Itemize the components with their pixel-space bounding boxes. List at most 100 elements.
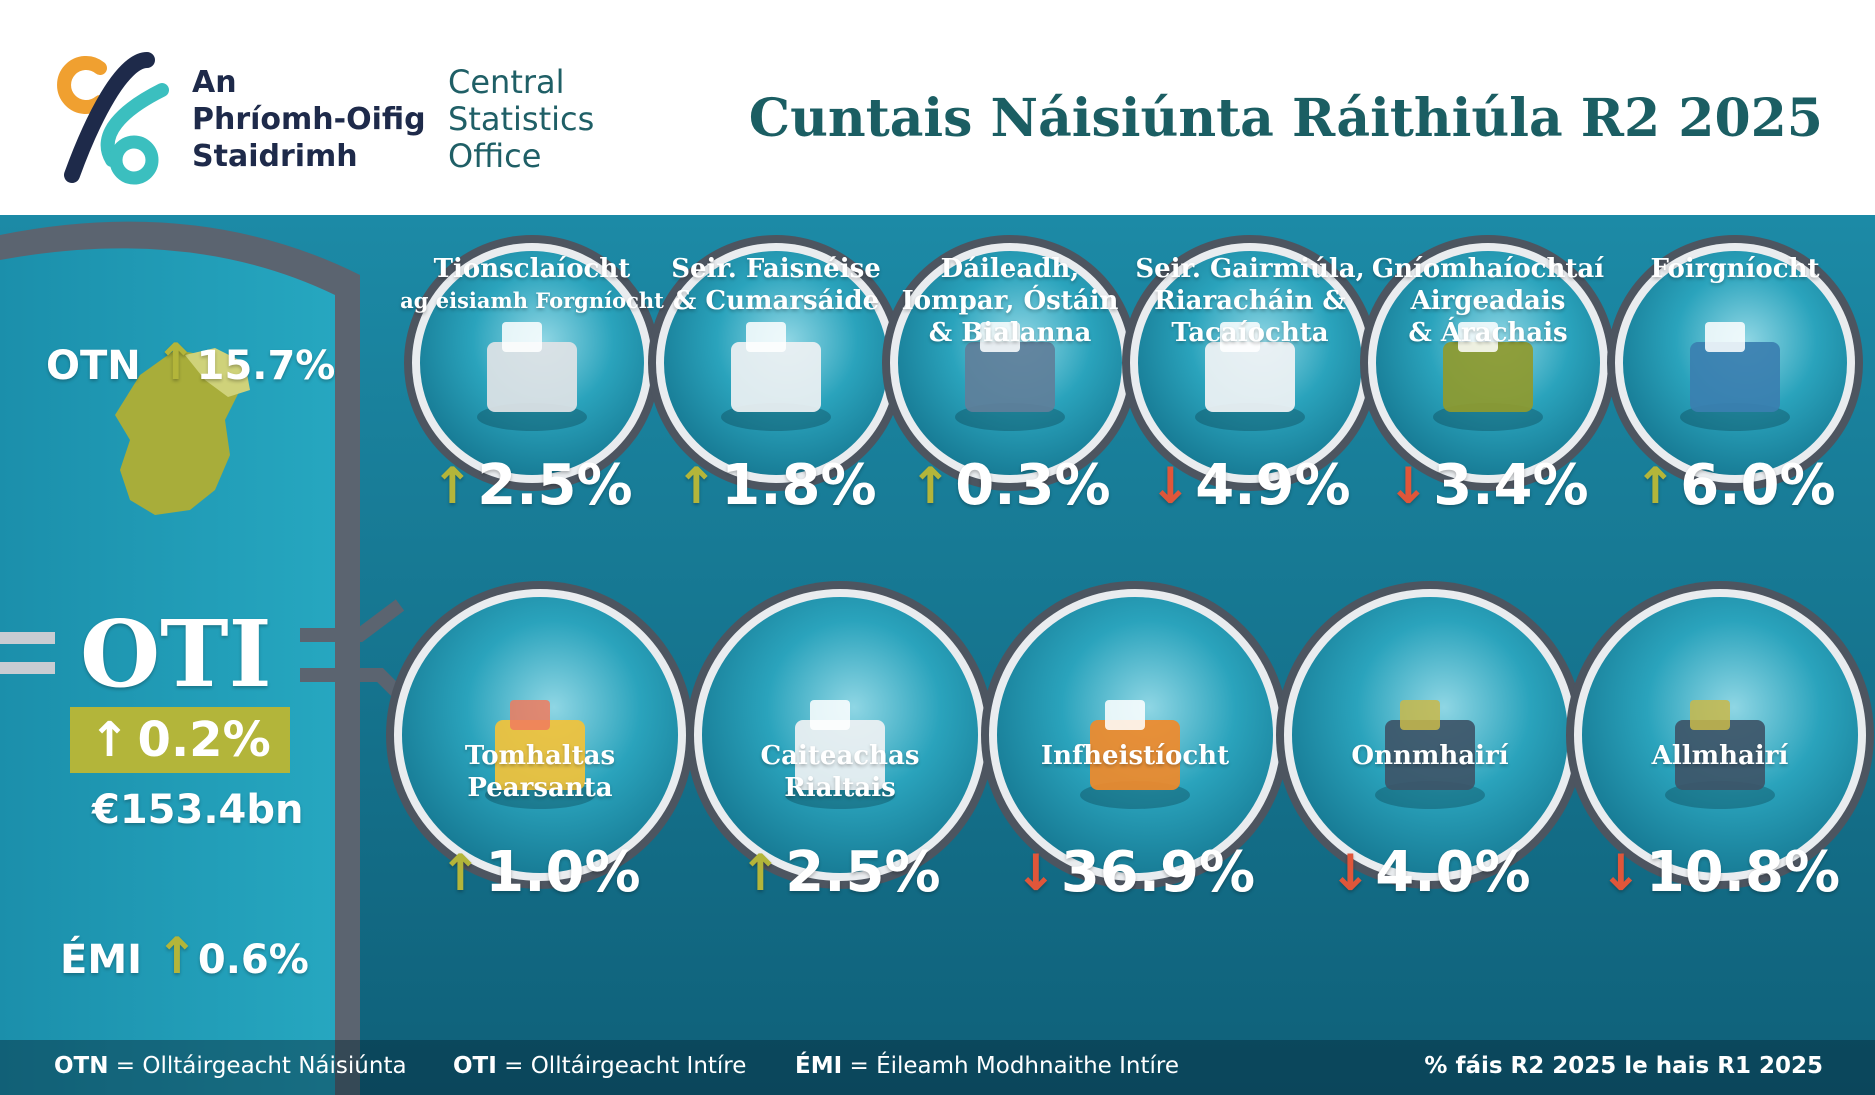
legend-emi-def: = Éileamh Modhnaithe Intíre	[842, 1053, 1179, 1079]
growth-percent: 4.9%	[1195, 453, 1351, 518]
arrow-down-icon: ↓	[1387, 456, 1430, 515]
org-name-english-line: Central	[448, 63, 565, 101]
sector-title: Dáileadh, Iompar, Óstáin & Bialanna	[902, 253, 1119, 349]
growth-percent: 4.0%	[1375, 840, 1531, 905]
footer-legend: OTN = Olltáirgeacht Náisiúnta OTI = Ollt…	[0, 1045, 1875, 1095]
cso-logo-icon	[57, 52, 169, 185]
legend-otn-def: = Olltáirgeacht Náisiúnta	[108, 1053, 407, 1079]
org-name-irish-line: Staidrimh	[192, 139, 358, 174]
sector-title-line: Gníomhaíochtaí	[1371, 254, 1605, 284]
legend-otn: OTN = Olltáirgeacht Náisiúnta	[54, 1053, 407, 1079]
construction-worker-icon	[1680, 322, 1790, 431]
sector-subtitle-line: Pearsanta	[467, 773, 613, 803]
arrow-down-icon: ↓	[1329, 843, 1372, 902]
background-graphics	[0, 215, 1875, 1095]
sector-title-line: Infheistíocht	[1040, 741, 1230, 771]
oti-label: OTI	[80, 600, 272, 708]
growth-value: ↑ 6.0%	[1634, 453, 1835, 518]
emi-headline: ÉMI ↑0.6%	[60, 927, 309, 985]
delivery-truck-icon	[955, 322, 1065, 431]
org-name-irish-line: Phríomh-Oifig	[192, 102, 426, 137]
laptop-icon	[1195, 322, 1305, 431]
sector-title: Onnmhairí	[1351, 740, 1508, 772]
emi-value: 0.6%	[197, 937, 309, 983]
infographic-band: OTN ↑15.7% OTI ↑ 0.2% €153.4bn ÉMI ↑0.6%…	[0, 215, 1875, 1095]
header: An Phríomh-Oifig Staidrimh Central Stati…	[0, 0, 1875, 215]
sector-subtitle-line: Rialtais	[784, 773, 896, 803]
growth-percent: 2.5%	[785, 840, 941, 905]
org-name-irish-line: An	[192, 65, 237, 100]
otn-headline: OTN ↑15.7%	[46, 333, 335, 391]
sector-subtitle-line: & Cumarsáide	[672, 286, 880, 316]
sector-subtitle-line: Iompar, Óstáin	[901, 286, 1119, 316]
sector-title-line: Foirgníocht	[1650, 254, 1820, 284]
growth-value: ↓ 36.9%	[1015, 840, 1255, 905]
growth-percent: 1.8%	[721, 453, 877, 518]
otn-value: 15.7%	[196, 343, 336, 389]
org-name-irish: An Phríomh-Oifig Staidrimh	[192, 64, 426, 175]
sector-title: Seir. Gairmiúla, Riaracháin & Tacaíochta	[1135, 253, 1364, 349]
container-ship-icon	[1665, 700, 1775, 809]
growth-percent: 3.4%	[1433, 453, 1589, 518]
sector-title-line: Onnmhairí	[1351, 741, 1509, 771]
sector-title: Allmhairí	[1652, 740, 1789, 772]
arrow-up-icon: ↑	[439, 843, 482, 902]
sector-title-line: Tionsclaíocht	[433, 254, 631, 284]
sector-title-line: Seir. Gairmiúla,	[1135, 254, 1365, 284]
org-name-english: Central Statistics Office	[448, 64, 594, 175]
arrow-up-icon: ↑	[909, 456, 952, 515]
growth-note: % fáis R2 2025 le hais R1 2025	[1424, 1053, 1823, 1079]
growth-percent: 2.5%	[477, 453, 633, 518]
growth-value: ↑ 1.8%	[675, 453, 876, 518]
sector-subtitle-line: & Árachais	[1408, 318, 1568, 348]
oti-amount: €153.4bn	[92, 787, 304, 833]
shopping-bags-icon	[485, 700, 595, 809]
umbrella-icon	[1433, 322, 1543, 431]
office-worker-icon	[721, 322, 831, 431]
cargo-ship-icon	[1375, 700, 1485, 809]
arrow-up-icon: ↑	[154, 333, 197, 391]
legend-otn-abbr: OTN	[54, 1053, 109, 1079]
sector-title: Caiteachas Rialtais	[760, 740, 919, 804]
legend-oti: OTI = Olltáirgeacht Intíre	[453, 1053, 746, 1079]
arrow-up-icon: ↑	[739, 843, 782, 902]
legend-emi-abbr: ÉMI	[795, 1053, 843, 1079]
emi-label: ÉMI	[60, 937, 143, 983]
sector-subtitle-line: Tacaíochta	[1171, 318, 1329, 348]
oti-growth-badge: ↑ 0.2%	[70, 707, 290, 773]
oti-value: 0.2%	[137, 712, 271, 768]
sector-title: Tomhaltas Pearsanta	[465, 740, 615, 804]
growth-value: ↑ 2.5%	[739, 840, 940, 905]
growth-percent: 1.0%	[485, 840, 641, 905]
growth-percent: 0.3%	[955, 453, 1111, 518]
arrow-down-icon: ↓	[1599, 843, 1642, 902]
arrow-up-icon: ↑	[155, 927, 198, 985]
otn-label: OTN	[46, 343, 141, 389]
government-building-icon	[785, 700, 895, 809]
sector-title-line: Allmhairí	[1651, 741, 1789, 771]
growth-value: ↑ 1.0%	[439, 840, 640, 905]
growth-value: ↑ 0.3%	[909, 453, 1110, 518]
sector-subtitle-line: & Bialanna	[928, 318, 1092, 348]
arrow-up-icon: ↑	[431, 456, 474, 515]
sector-subtitle-line: ag eisiamh Forgníocht	[400, 288, 664, 313]
arrow-up-icon: ↑	[675, 456, 718, 515]
legend-oti-abbr: OTI	[453, 1053, 497, 1079]
sector-title: Infheistíocht	[1041, 740, 1229, 772]
sector-title-line: Tomhaltas	[464, 741, 616, 771]
legend-oti-def: = Olltáirgeacht Intíre	[496, 1053, 747, 1079]
growth-value: ↓ 3.4%	[1387, 453, 1588, 518]
sector-title-line: Seir. Faisnéise	[671, 254, 881, 284]
org-name-english-line: Statistics	[448, 100, 595, 138]
growth-value: ↓ 10.8%	[1600, 840, 1840, 905]
page-title: Cuntais Náisiúnta Ráithiúla R2 2025	[748, 88, 1823, 149]
growth-value: ↓ 4.0%	[1329, 840, 1530, 905]
arrow-up-icon: ↑	[1634, 456, 1677, 515]
org-name-english-line: Office	[448, 137, 542, 175]
growth-value: ↑ 2.5%	[431, 453, 632, 518]
sector-title: Tionsclaíocht ag eisiamh Forgníocht	[400, 253, 664, 317]
crane-icon	[1080, 700, 1190, 809]
growth-percent: 6.0%	[1680, 453, 1836, 518]
sector-subtitle-line: Riaracháin &	[1154, 286, 1346, 316]
growth-value: ↓ 4.9%	[1149, 453, 1350, 518]
